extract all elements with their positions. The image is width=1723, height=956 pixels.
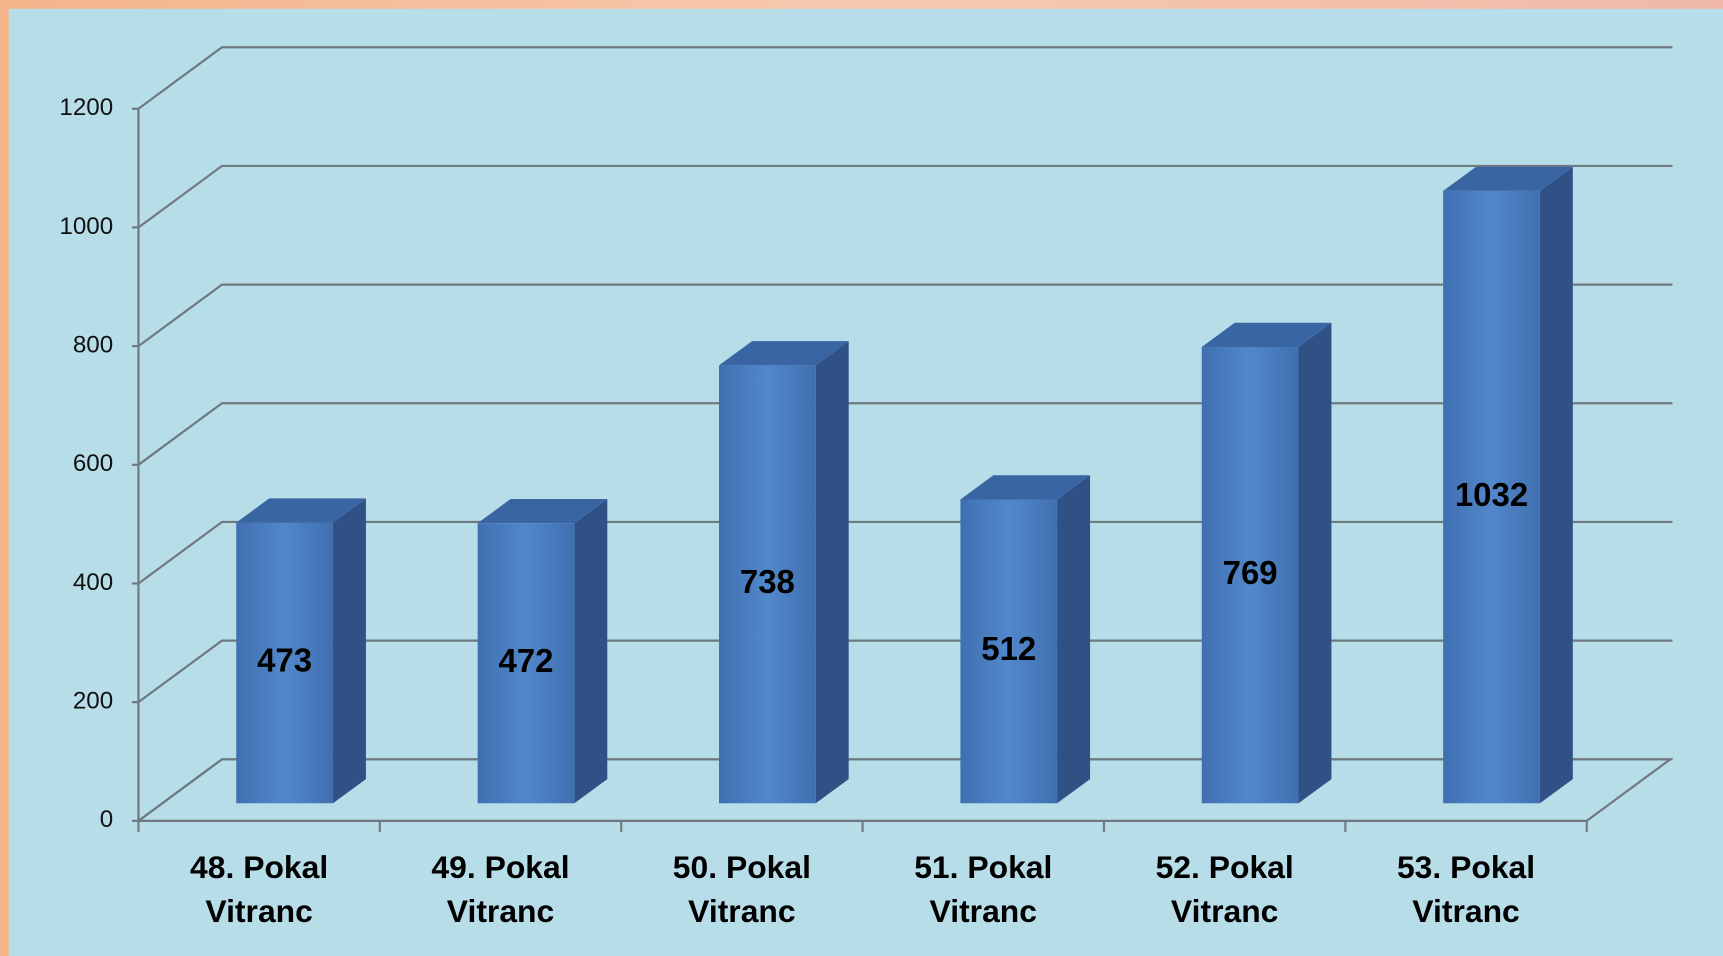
x-tick-label-box: 50. Pokal Vitranc [672,850,811,930]
x-tick-label: 53. Pokal Vitranc [1396,850,1536,930]
bar-top [719,341,849,366]
bar-side [1539,166,1573,804]
x-tick-label-box: 52. Pokal Vitranc [1155,850,1294,930]
data-label: 1032 [1455,476,1528,513]
grid-line [137,520,1673,585]
y-tick-label: 0 [100,806,113,833]
x-tick-label: 51. Pokal Vitranc [914,850,1053,930]
data-label: 472 [498,642,553,679]
x-tick-label: 49. Pokal Vitranc [431,850,570,930]
bar-top [477,499,608,524]
y-tick-label: 1200 [59,94,113,121]
bar-top [236,498,366,523]
x-tick-label-box: 49. Pokal Vitranc [431,850,570,930]
x-tick-label-box: 51. Pokal Vitranc [914,850,1053,930]
grid-line [137,639,1673,704]
x-tick-label: 48. Pokal Vitranc [190,850,329,930]
bar [1201,322,1332,804]
y-tick-label: 800 [73,332,113,359]
grid-line [137,46,1673,110]
bar-side [574,499,608,804]
grid-line [137,164,1673,229]
data-label: 769 [1223,554,1278,591]
grid-line [137,758,1673,822]
y-tick-label: 1000 [59,213,113,240]
bar-front [1201,346,1299,804]
data-label: 512 [981,630,1036,667]
bar [236,498,366,804]
y-tick-label: 600 [73,450,113,477]
bar [960,475,1091,804]
bar-top [1443,166,1573,191]
grid-line [137,402,1673,466]
bar [477,499,608,804]
x-tick-label-box: 48. Pokal Vitranc [190,850,329,930]
bar [1443,166,1573,804]
x-tick-label: 50. Pokal Vitranc [672,850,811,930]
grid-line [137,283,1673,348]
y-tick-label: 200 [73,688,113,715]
bar-top [1201,322,1332,347]
bar-front [477,523,575,804]
bar-side [1298,322,1332,804]
bar-front [719,365,816,804]
bar-side [1057,475,1091,804]
x-tick-label-box: 53. Pokal Vitranc [1396,850,1536,930]
bar [719,341,849,804]
bar-front [236,522,333,804]
data-label: 738 [740,563,795,600]
y-tick-label: 400 [73,569,113,596]
x-tick-label: 52. Pokal Vitranc [1155,850,1294,930]
bar-front [1443,190,1540,804]
bar-top [960,475,1091,500]
bar-front [960,499,1058,804]
bar-side [332,498,366,804]
data-label: 473 [257,642,312,679]
bar-side [815,341,849,804]
